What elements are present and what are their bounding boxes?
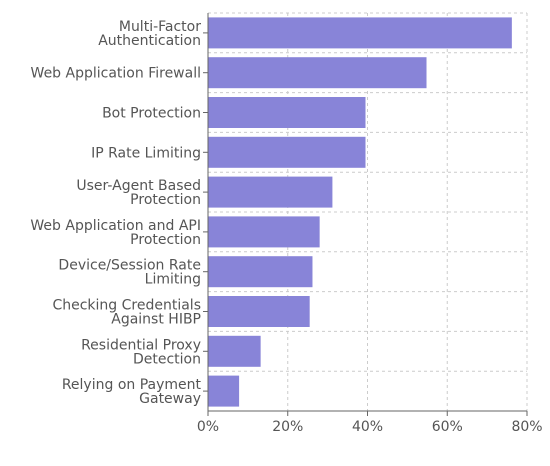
y-category-label-5: Web Application and API Protection [30,218,201,248]
x-tick-label-2: 40% [352,419,383,435]
bar-0[interactable] [208,17,512,49]
bar-8[interactable] [208,335,261,367]
y-category-label-7-line-1: Against HIBP [111,312,201,328]
y-category-label-7: Checking Credentials Against HIBP [52,298,201,328]
y-category-label-1: Web Application Firewall [31,66,201,82]
y-category-label-9: Relying on Payment Gateway [62,377,202,407]
x-tick-label-3: 60% [432,419,463,435]
y-category-label-9-line-0: Relying on Payment [62,377,202,393]
y-category-label-8-line-0: Residential Proxy [81,337,201,353]
bar-1[interactable] [208,57,427,89]
y-category-label-0-line-1: Authentication [98,33,201,49]
y-category-label-1-line-0: Web Application Firewall [31,66,201,82]
y-category-label-4-line-0: User-Agent Based [76,178,201,194]
y-category-label-3-line-0: IP Rate Limiting [91,145,201,161]
y-category-label-2-line-0: Bot Protection [102,106,201,122]
labels-layer: 0% 20% 40% 60% 80% Multi-Factor Authentication… [30,19,542,435]
y-category-label-2: Bot Protection [102,106,201,122]
y-category-label-8-line-1: Detection [133,351,201,367]
bar-2[interactable] [208,97,366,128]
y-category-label-9-line-1: Gateway [139,391,201,407]
y-category-label-3: IP Rate Limiting [91,145,201,161]
y-category-label-4: User-Agent Based Protection [76,178,201,208]
x-tick-label-0: 0% [197,419,219,435]
bars-layer [208,17,512,407]
y-category-label-6-line-0: Device/Session Rate [58,258,201,274]
y-category-label-7-line-0: Checking Credentials [52,298,201,314]
bar-3[interactable] [208,136,366,168]
axis-layer [203,13,528,416]
bar-4[interactable] [208,176,333,208]
x-tick-label-1: 20% [272,419,303,435]
y-category-label-4-line-1: Protection [130,192,201,208]
x-tick-label-4: 80% [511,419,542,435]
y-category-label-5-line-1: Protection [130,232,201,248]
bar-7[interactable] [208,296,310,327]
y-category-label-8: Residential Proxy Detection [81,337,201,367]
bar-6[interactable] [208,256,313,288]
y-category-label-5-line-0: Web Application and API [30,218,201,234]
y-category-label-6: Device/Session Rate Limiting [58,258,201,288]
bar-5[interactable] [208,216,320,248]
y-category-label-0: Multi-Factor Authentication [98,19,201,49]
bar-9[interactable] [208,375,240,407]
y-category-label-0-line-0: Multi-Factor [119,19,201,35]
y-category-label-6-line-1: Limiting [145,272,201,288]
